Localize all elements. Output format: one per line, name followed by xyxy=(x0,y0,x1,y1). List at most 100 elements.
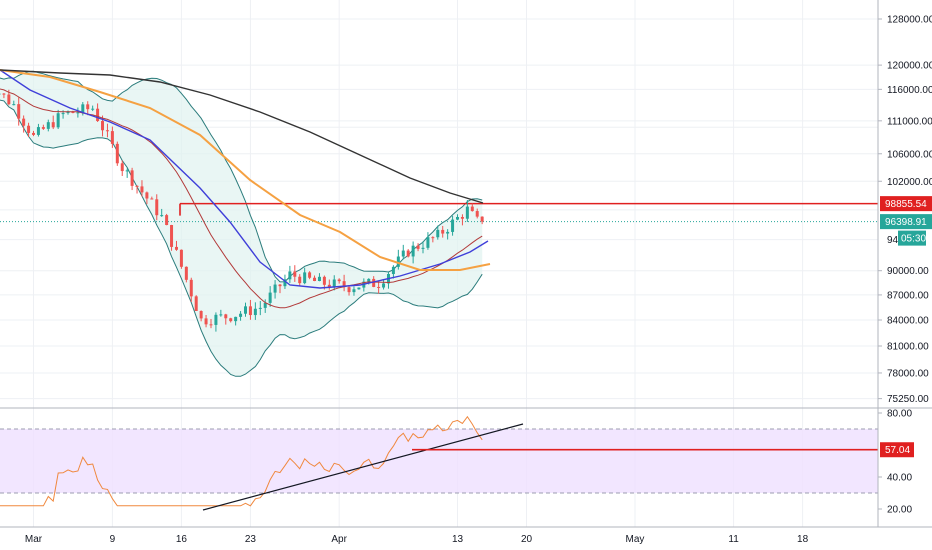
candle-body xyxy=(377,286,381,288)
price-tick-label: 128000.00 xyxy=(887,15,932,26)
candle-body xyxy=(105,130,109,132)
candle-body xyxy=(253,308,257,316)
candle-body xyxy=(7,94,11,105)
price-tick-label: 106000.00 xyxy=(887,149,932,160)
resistance-label: 98855.54 xyxy=(885,199,927,210)
resistance-label-box xyxy=(880,196,932,212)
price-tick-label: 120000.00 xyxy=(887,61,932,72)
candle-body xyxy=(411,245,415,257)
oscillator-value-label: 57.04 xyxy=(885,445,910,456)
candle-body xyxy=(27,125,31,133)
candle-body xyxy=(421,247,425,249)
candle-body xyxy=(401,250,405,257)
candle-body xyxy=(470,206,474,212)
candle-body xyxy=(130,170,134,186)
candle-body xyxy=(416,245,420,249)
candle-body xyxy=(322,276,326,285)
candle-body xyxy=(475,211,479,217)
candle-body xyxy=(308,272,312,278)
candle-body xyxy=(120,163,124,172)
ma-mid-line xyxy=(0,69,491,271)
candle-body xyxy=(313,277,317,282)
candle-body xyxy=(76,112,80,114)
last-price-label-box xyxy=(880,214,932,230)
candle-body xyxy=(204,318,208,325)
hidden-tick-partial: 94 xyxy=(887,235,899,246)
time-tick-label: May xyxy=(626,534,645,545)
oscillator-pane xyxy=(0,415,878,511)
candle-body xyxy=(456,216,459,220)
candle-body xyxy=(391,266,395,275)
candle-body xyxy=(51,122,55,128)
candle-body xyxy=(179,249,183,267)
time-tick-label: 13 xyxy=(452,534,464,545)
candle-body xyxy=(184,266,188,280)
candle-body xyxy=(244,306,247,314)
candle-body xyxy=(56,113,60,128)
price-tick-label: 102000.00 xyxy=(887,177,932,188)
candle-body xyxy=(239,313,243,317)
time-tick-label: 18 xyxy=(797,534,809,545)
candle-body xyxy=(2,93,6,95)
countdown-box xyxy=(898,230,926,246)
candle-body xyxy=(194,296,198,311)
candle-body xyxy=(431,237,435,239)
price-tick-label: 78000.00 xyxy=(887,368,929,379)
candle-body xyxy=(441,229,445,234)
time-tick-label: 16 xyxy=(176,534,188,545)
candle-body xyxy=(288,271,292,280)
candle-body xyxy=(406,250,410,257)
candle-body xyxy=(436,229,440,238)
bb-basis-line xyxy=(0,88,483,309)
candle-body xyxy=(283,279,287,287)
candle-body xyxy=(150,198,154,200)
candle-body xyxy=(145,192,149,199)
candle-body xyxy=(367,278,371,282)
candle-body xyxy=(155,199,159,216)
candle-body xyxy=(96,108,100,122)
time-tick-label: 9 xyxy=(110,534,116,545)
candle-body xyxy=(209,324,213,326)
candle-body xyxy=(214,314,218,325)
candle-body xyxy=(219,314,223,316)
price-tick-label: 84000.00 xyxy=(887,316,929,327)
candle-body xyxy=(278,284,282,287)
time-tick-label: Mar xyxy=(25,534,43,545)
ma-short-line xyxy=(0,69,489,289)
candle-body xyxy=(332,279,336,288)
candle-body xyxy=(258,307,262,309)
candle-body xyxy=(273,284,277,293)
candle-body xyxy=(170,225,174,247)
candle-body xyxy=(337,279,341,282)
oscillator-tick-label: 40.00 xyxy=(887,473,912,484)
candle-body xyxy=(189,279,193,297)
candle-body xyxy=(61,113,65,115)
candle-body xyxy=(298,276,302,284)
candle-body xyxy=(91,108,95,110)
candle-body xyxy=(22,118,26,126)
last-price-label: 96398.91 xyxy=(885,217,927,228)
candle-body xyxy=(229,318,233,322)
oscillator-tick-label: 80.00 xyxy=(887,409,912,420)
time-tick-label: 11 xyxy=(728,534,739,545)
candle-body xyxy=(140,186,144,193)
price-tick-label: 81000.00 xyxy=(887,341,929,352)
candle-body xyxy=(17,104,21,119)
ma-long-line xyxy=(0,69,484,204)
candle-body xyxy=(342,281,346,288)
candle-body xyxy=(303,272,307,284)
candle-body xyxy=(135,185,139,187)
oscillator-value-box xyxy=(880,442,914,458)
candle-body xyxy=(32,132,35,135)
candle-body xyxy=(460,216,464,219)
candle-body xyxy=(41,127,45,129)
candle-body xyxy=(268,292,272,303)
bollinger-fill xyxy=(0,71,483,377)
candle-body xyxy=(248,306,252,316)
candle-body xyxy=(174,246,178,250)
candle-body xyxy=(165,215,169,226)
candle-body xyxy=(12,104,16,106)
price-tick-label: 75250.00 xyxy=(887,394,929,405)
price-tick-label: 90000.00 xyxy=(887,266,929,277)
